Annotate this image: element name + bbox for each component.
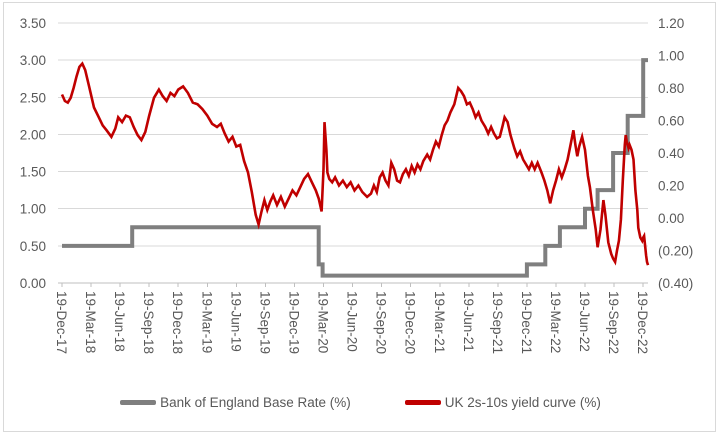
right-axis-tick-label: 0.20 — [658, 179, 684, 194]
left-axis-tick-label: 0.00 — [20, 276, 46, 291]
series-line-base-rate — [62, 58, 648, 278]
x-axis-tick-label: 19-Sep-22 — [606, 291, 621, 354]
chart-legend: Bank of England Base Rate (%) UK 2s-10s y… — [0, 395, 721, 410]
x-axis-tick-label: 19-Dec-18 — [170, 291, 185, 354]
x-axis-tick-label: 19-Mar-18 — [83, 291, 98, 353]
x-axis-tick-label: 19-Jun-21 — [461, 291, 476, 352]
x-axis-tick-label: 19-Sep-21 — [490, 291, 505, 354]
legend-label: Bank of England Base Rate (%) — [160, 395, 351, 410]
axes — [61, 283, 644, 287]
x-axis-tick-label: 19-Sep-20 — [374, 291, 389, 354]
legend-item: UK 2s-10s yield curve (%) — [404, 395, 601, 410]
right-axis-tick-label: 1.00 — [658, 49, 684, 64]
axis-labels: 3.50 3.00 2.50 2.00 1.50 1.00 0.50 0.00 1.20 1.00… — [20, 16, 694, 354]
right-axis-tick-label: 1.20 — [658, 16, 684, 31]
left-axis-tick-label: 1.50 — [20, 165, 46, 180]
x-axis-tick-label: 19-Jun-19 — [228, 291, 243, 352]
right-axis-tick-label: 0.40 — [658, 146, 684, 161]
x-axis-tick-label: 19-Mar-21 — [432, 291, 447, 353]
right-axis-tick-label: (0.40) — [658, 276, 693, 291]
legend-label: UK 2s-10s yield curve (%) — [444, 395, 601, 410]
x-axis-tick-label: 19-Mar-20 — [316, 291, 331, 353]
x-axis-tick-label: 19-Dec-22 — [635, 291, 650, 354]
right-axis-tick-label: (0.20) — [658, 244, 693, 259]
x-axis-tick-label: 19-Jun-20 — [345, 291, 360, 352]
right-axis-tick-label: 0.80 — [658, 81, 684, 96]
series-lines — [60, 58, 650, 278]
left-axis-tick-label: 0.50 — [20, 239, 46, 254]
right-axis-tick-label: 0.00 — [658, 211, 684, 226]
x-axis-tick-label: 19-Dec-19 — [286, 291, 301, 354]
legend-line-swatch — [120, 400, 157, 405]
x-axis-tick-label: 19-Sep-19 — [257, 291, 272, 354]
x-axis-tick-label: 19-Sep-18 — [141, 291, 156, 354]
series-line-yield-curve — [60, 61, 650, 266]
x-axis-tick-label: 19-Jun-18 — [112, 291, 127, 352]
right-axis-tick-label: 0.60 — [658, 114, 684, 129]
left-axis-tick-label: 2.50 — [20, 90, 46, 105]
x-axis-tick-label: 19-Jun-22 — [577, 291, 592, 352]
gridlines — [58, 22, 648, 284]
left-axis-tick-label: 2.00 — [20, 127, 46, 142]
x-axis-tick-label: 19-Mar-22 — [548, 291, 563, 353]
x-axis-tick-label: 19-Dec-20 — [403, 291, 418, 354]
left-axis-tick-label: 3.50 — [20, 16, 46, 31]
legend-line-swatch — [404, 400, 441, 405]
left-axis-tick-label: 3.00 — [20, 53, 46, 68]
x-axis-tick-label: 19-Dec-17 — [54, 291, 69, 354]
left-axis-tick-label: 1.00 — [20, 202, 46, 217]
x-axis-tick-label: 19-Dec-21 — [519, 291, 534, 354]
legend-item: Bank of England Base Rate (%) — [120, 395, 351, 410]
x-axis-tick-label: 19-Mar-19 — [199, 291, 214, 353]
